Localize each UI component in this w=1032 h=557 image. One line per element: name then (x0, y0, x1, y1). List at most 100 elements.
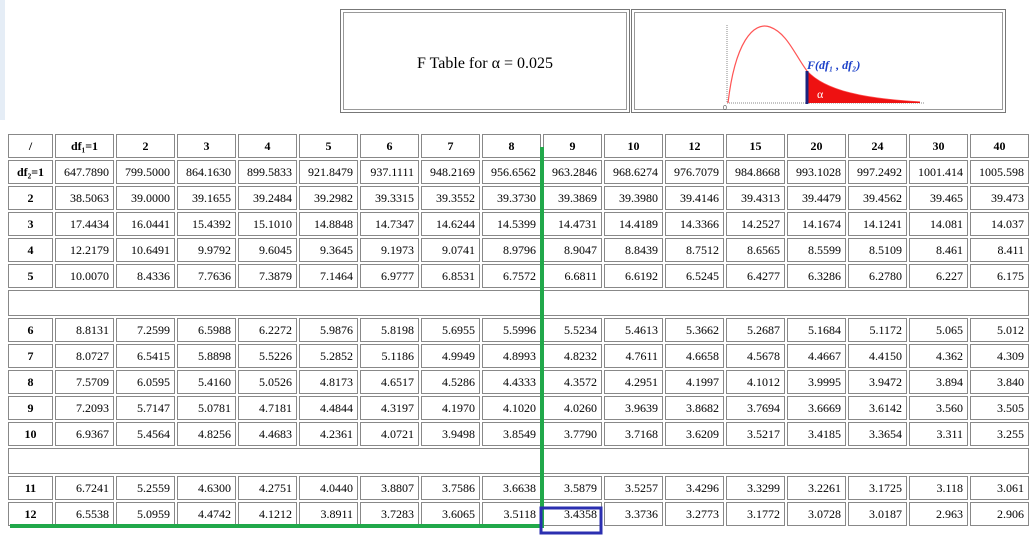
table-cell: 3.3654 (848, 422, 907, 446)
table-body: df₂=1 647.7890 799.5000 864.1630 899.5833 921… (8, 160, 1029, 526)
table-cell: 4.5286 (421, 370, 480, 394)
table-cell: 3.255 (970, 422, 1029, 446)
table-cell: 6.175 (970, 264, 1029, 288)
table-cell: 3.6209 (665, 422, 724, 446)
table-cell: 4.4844 (299, 396, 358, 420)
distribution-panel-inner: 0 F(df₁ , df₂) α (634, 12, 1003, 111)
table-row: 3 17.4434 16.0441 15.4392 15.1010 14.8848 14.7… (8, 212, 1029, 236)
table-cell: 5.0959 (116, 502, 175, 526)
row-header: 11 (8, 476, 53, 500)
table-cell: 899.5833 (238, 160, 297, 184)
f-table: / df₁=1 2 3 4 5 6 7 8 9 10 12 15 20 24 30 40 df₂=1 647.… (6, 132, 1031, 528)
table-cell: 8.6565 (726, 238, 785, 262)
row-header: 9 (8, 396, 53, 420)
table-cell: 3.505 (970, 396, 1029, 420)
table-cell: 6.5415 (116, 344, 175, 368)
table-cell: 39.3730 (482, 186, 541, 210)
column-header-40: 40 (970, 134, 1029, 158)
table-cell: 5.1684 (787, 318, 846, 342)
column-header-row: / df₁=1 2 3 4 5 6 7 8 9 10 12 15 20 24 30 40 (8, 134, 1029, 158)
table-row: 5 10.0070 8.4336 7.7636 7.3879 7.1464 6.9777 6.… (8, 264, 1029, 288)
table-cell: 4.1212 (238, 502, 297, 526)
table-cell: 3.5217 (726, 422, 785, 446)
corner-cell: / (8, 134, 53, 158)
table-cell: 39.4146 (665, 186, 724, 210)
table-cell: 993.1028 (787, 160, 846, 184)
table-cell: 3.840 (970, 370, 1029, 394)
table-cell: 4.5678 (726, 344, 785, 368)
table-cell: 5.6955 (421, 318, 480, 342)
table-cell: 799.5000 (116, 160, 175, 184)
table-cell: 3.1725 (848, 476, 907, 500)
column-header-20: 20 (787, 134, 846, 158)
table-cell: 14.6244 (421, 212, 480, 236)
table-cell: 3.118 (909, 476, 968, 500)
table-cell: 15.1010 (238, 212, 297, 236)
table-cell: 39.465 (909, 186, 968, 210)
table-cell: 39.3552 (421, 186, 480, 210)
table-cell: 3.6669 (787, 396, 846, 420)
table-cell: 2.963 (909, 502, 968, 526)
table-cell: 6.5245 (665, 264, 724, 288)
table-cell: 647.7890 (55, 160, 114, 184)
table-row: 2 38.5063 39.0000 39.1655 39.2484 39.2982 39.3… (8, 186, 1029, 210)
table-cell: 3.8549 (482, 422, 541, 446)
table-cell: 6.9777 (360, 264, 419, 288)
table-cell: 8.411 (970, 238, 1029, 262)
table-cell: 3.5118 (482, 502, 541, 526)
table-cell: 864.1630 (177, 160, 236, 184)
table-cell: 4.8173 (299, 370, 358, 394)
table-cell: 9.6045 (238, 238, 297, 262)
table-cell: 5.4564 (116, 422, 175, 446)
table-cell: 6.5538 (55, 502, 114, 526)
column-header-3: 3 (177, 134, 236, 158)
table-cell: 5.9876 (299, 318, 358, 342)
row-header: 4 (8, 238, 53, 262)
table-cell: 8.4336 (116, 264, 175, 288)
table-cell: 3.8807 (360, 476, 419, 500)
table-cell: 5.5234 (543, 318, 602, 342)
table-cell: 3.7694 (726, 396, 785, 420)
table-cell: 3.061 (970, 476, 1029, 500)
table-cell: 9.9792 (177, 238, 236, 262)
table-cell: 39.2982 (299, 186, 358, 210)
column-header-9: 9 (543, 134, 602, 158)
table-cell: 3.5879 (543, 476, 602, 500)
table-cell: 4.7611 (604, 344, 663, 368)
table-cell: 4.6658 (665, 344, 724, 368)
table-cell: 3.8911 (299, 502, 358, 526)
table-cell: 17.4434 (55, 212, 114, 236)
curve-body (728, 27, 807, 103)
table-cell: 4.2361 (299, 422, 358, 446)
table-cell: 4.4667 (787, 344, 846, 368)
column-header-df1: df₁=1 (55, 134, 114, 158)
table-cell: 4.2951 (604, 370, 663, 394)
table-cell: 6.2780 (848, 264, 907, 288)
table-cell: 1005.598 (970, 160, 1029, 184)
table-cell: 4.0440 (299, 476, 358, 500)
table-cell: 5.5996 (482, 318, 541, 342)
table-cell: 39.2484 (238, 186, 297, 210)
row-header: 12 (8, 502, 53, 526)
table-cell: 4.0721 (360, 422, 419, 446)
table-cell: 38.5063 (55, 186, 114, 210)
column-header-24: 24 (848, 134, 907, 158)
table-cell: 6.5988 (177, 318, 236, 342)
table-cell: 10.6491 (116, 238, 175, 262)
table-cell: 4.3197 (360, 396, 419, 420)
title-panel: F Table for α = 0.025 (340, 9, 630, 113)
table-cell: 3.5257 (604, 476, 663, 500)
table-row: 12 6.5538 5.0959 4.4742 4.1212 3.8911 3.7283 3.… (8, 502, 1029, 526)
table-cell: 4.362 (909, 344, 968, 368)
table-cell: 7.3879 (238, 264, 297, 288)
table-cell: 948.2169 (421, 160, 480, 184)
row-header: 7 (8, 344, 53, 368)
table-cell: 4.1020 (482, 396, 541, 420)
table-cell: 3.1772 (726, 502, 785, 526)
table-cell: 6.227 (909, 264, 968, 288)
table-cell: 3.8682 (665, 396, 724, 420)
row-separator (8, 448, 1029, 474)
table-cell: 8.5109 (848, 238, 907, 262)
table-cell: 6.6192 (604, 264, 663, 288)
table-row: 10 6.9367 5.4564 4.8256 4.4683 4.2361 4.0721 3.… (8, 422, 1029, 446)
